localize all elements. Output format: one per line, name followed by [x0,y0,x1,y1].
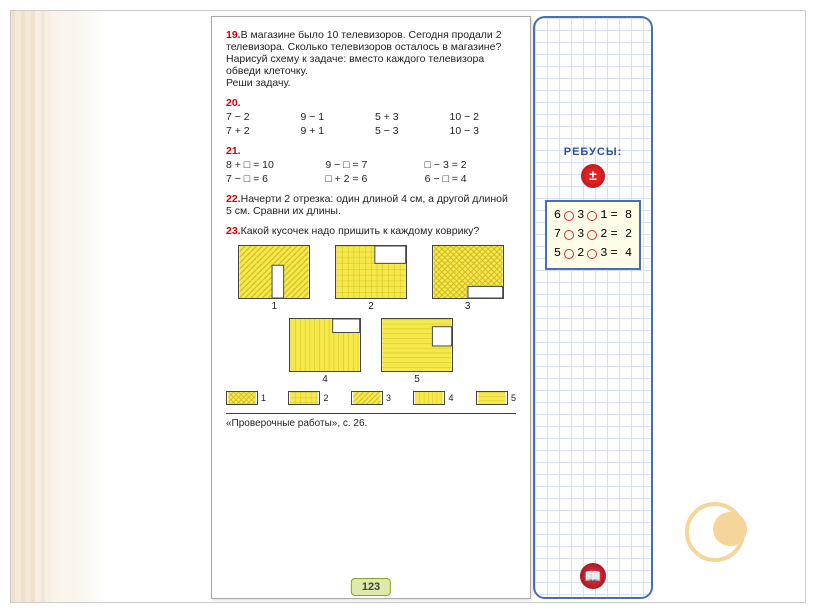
rebus-row: 5 2 3 = 4 [553,244,633,263]
eq: 5 − 3 [375,125,442,137]
op-circle-icon [587,211,597,221]
eq: 10 − 2 [450,111,517,123]
patch-label: 2 [323,393,328,403]
rug-label: 1 [238,301,310,312]
rebus-row: 7 3 2 = 2 [553,225,633,244]
eq: 9 − 1 [301,111,368,123]
rug-label: 2 [335,301,407,312]
rebus-digit: 3 [577,206,584,225]
equation-grid: 8 + □ = 10 9 − □ = 7 □ − 3 = 2 7 − □ = 6… [226,159,516,185]
rebus-digit: 7 [554,225,561,244]
eq: 8 + □ = 10 [226,159,317,171]
task-number: 19. [226,29,241,41]
rebus-digit: 3 [600,244,607,263]
task-20: 20. 7 − 2 9 − 1 5 + 3 10 − 2 7 + 2 9 + 1… [226,97,516,137]
patch-5: 5 [476,391,516,405]
rug-5: 5 [381,318,453,385]
rebus-box: 6 3 1 = 8 7 3 2 = 2 5 2 3 = 4 [545,200,641,270]
patch-label: 5 [511,393,516,403]
task-number: 20. [226,97,241,109]
rebus-digit: 5 [554,244,561,263]
eq: 7 − 2 [226,111,293,123]
task-text-3: Реши задачу. [226,77,516,89]
patch-label: 4 [448,393,453,403]
rebus-digit: 6 [554,206,561,225]
rugs-row-2: 4 5 [226,318,516,385]
task-number: 22. [226,193,241,205]
task-number: 23. [226,225,241,237]
rebus-digit: 1 [600,206,607,225]
op-circle-icon [564,249,574,259]
task-number: 21. [226,145,241,157]
rebus-digit: 3 [577,225,584,244]
task-text: В магазине было 10 телевизоров. Сегодня … [226,29,502,53]
sidebar-panel: РЕБУСЫ: ± 6 3 1 = 8 7 3 2 = 2 5 2 3 = 4 … [533,16,653,599]
page-number-badge: 123 [351,578,391,596]
left-stripes [11,11,51,602]
patch-label: 3 [386,393,391,403]
op-circle-icon [587,230,597,240]
eq: 7 + 2 [226,125,293,137]
rug-3: 3 [432,245,504,312]
task-text-2: Нарисуй схему к задаче: вместо каждого т… [226,53,516,77]
eq: 9 + 1 [301,125,368,137]
patch-4: 4 [413,391,453,405]
rebus-digit: 2 [577,244,584,263]
task-22: 22.Начерти 2 отрезка: один длиной 4 см, … [226,193,516,217]
op-circle-icon [587,249,597,259]
eq: 7 − □ = 6 [226,173,317,185]
rug-1: 1 [238,245,310,312]
task-19: 19.В магазине было 10 телевизоров. Сегод… [226,29,516,89]
patch-2: 2 [288,391,328,405]
footer-text: «Проверочные работы», с. 26. [226,418,516,429]
rug-label: 5 [381,374,453,385]
equation-grid: 7 − 2 9 − 1 5 + 3 10 − 2 7 + 2 9 + 1 5 −… [226,111,516,137]
textbook-page: 19.В магазине было 10 телевизоров. Сегод… [211,16,531,599]
rebus-result: = 8 [611,206,633,225]
eq: □ − 3 = 2 [425,159,516,171]
rebus-title: РЕБУСЫ: [541,146,645,158]
op-circle-icon [564,211,574,221]
op-circle-icon [564,230,574,240]
patches-row: 1 2 3 4 5 [226,391,516,405]
decorative-circle [685,502,745,562]
rebus-result: = 4 [611,244,633,263]
rebus-row: 6 3 1 = 8 [553,206,633,225]
patch-3: 3 [351,391,391,405]
eq: 10 − 3 [450,125,517,137]
rebus-result: = 2 [611,225,633,244]
footer-divider [226,413,516,414]
task-21: 21. 8 + □ = 10 9 − □ = 7 □ − 3 = 2 7 − □… [226,145,516,185]
rebus-digit: 2 [600,225,607,244]
eq: 9 − □ = 7 [325,159,416,171]
rugs-row-1: 1 2 3 [226,245,516,312]
task-23: 23.Какой кусочек надо пришить к каждому … [226,225,516,237]
book-icon: 📖 [580,563,606,589]
eq: □ + 2 = 6 [325,173,416,185]
plus-minus-icon: ± [581,164,605,188]
slide: 19.В магазине было 10 телевизоров. Сегод… [10,10,806,603]
rug-label: 4 [289,374,361,385]
eq: 6 − □ = 4 [425,173,516,185]
task-text: Какой кусочек надо пришить к каждому ков… [241,225,480,237]
patch-1: 1 [226,391,266,405]
rug-label: 3 [432,301,504,312]
rug-2: 2 [335,245,407,312]
eq: 5 + 3 [375,111,442,123]
task-text: Начерти 2 отрезка: один длиной 4 см, а д… [226,193,508,217]
rug-4: 4 [289,318,361,385]
patch-label: 1 [261,393,266,403]
